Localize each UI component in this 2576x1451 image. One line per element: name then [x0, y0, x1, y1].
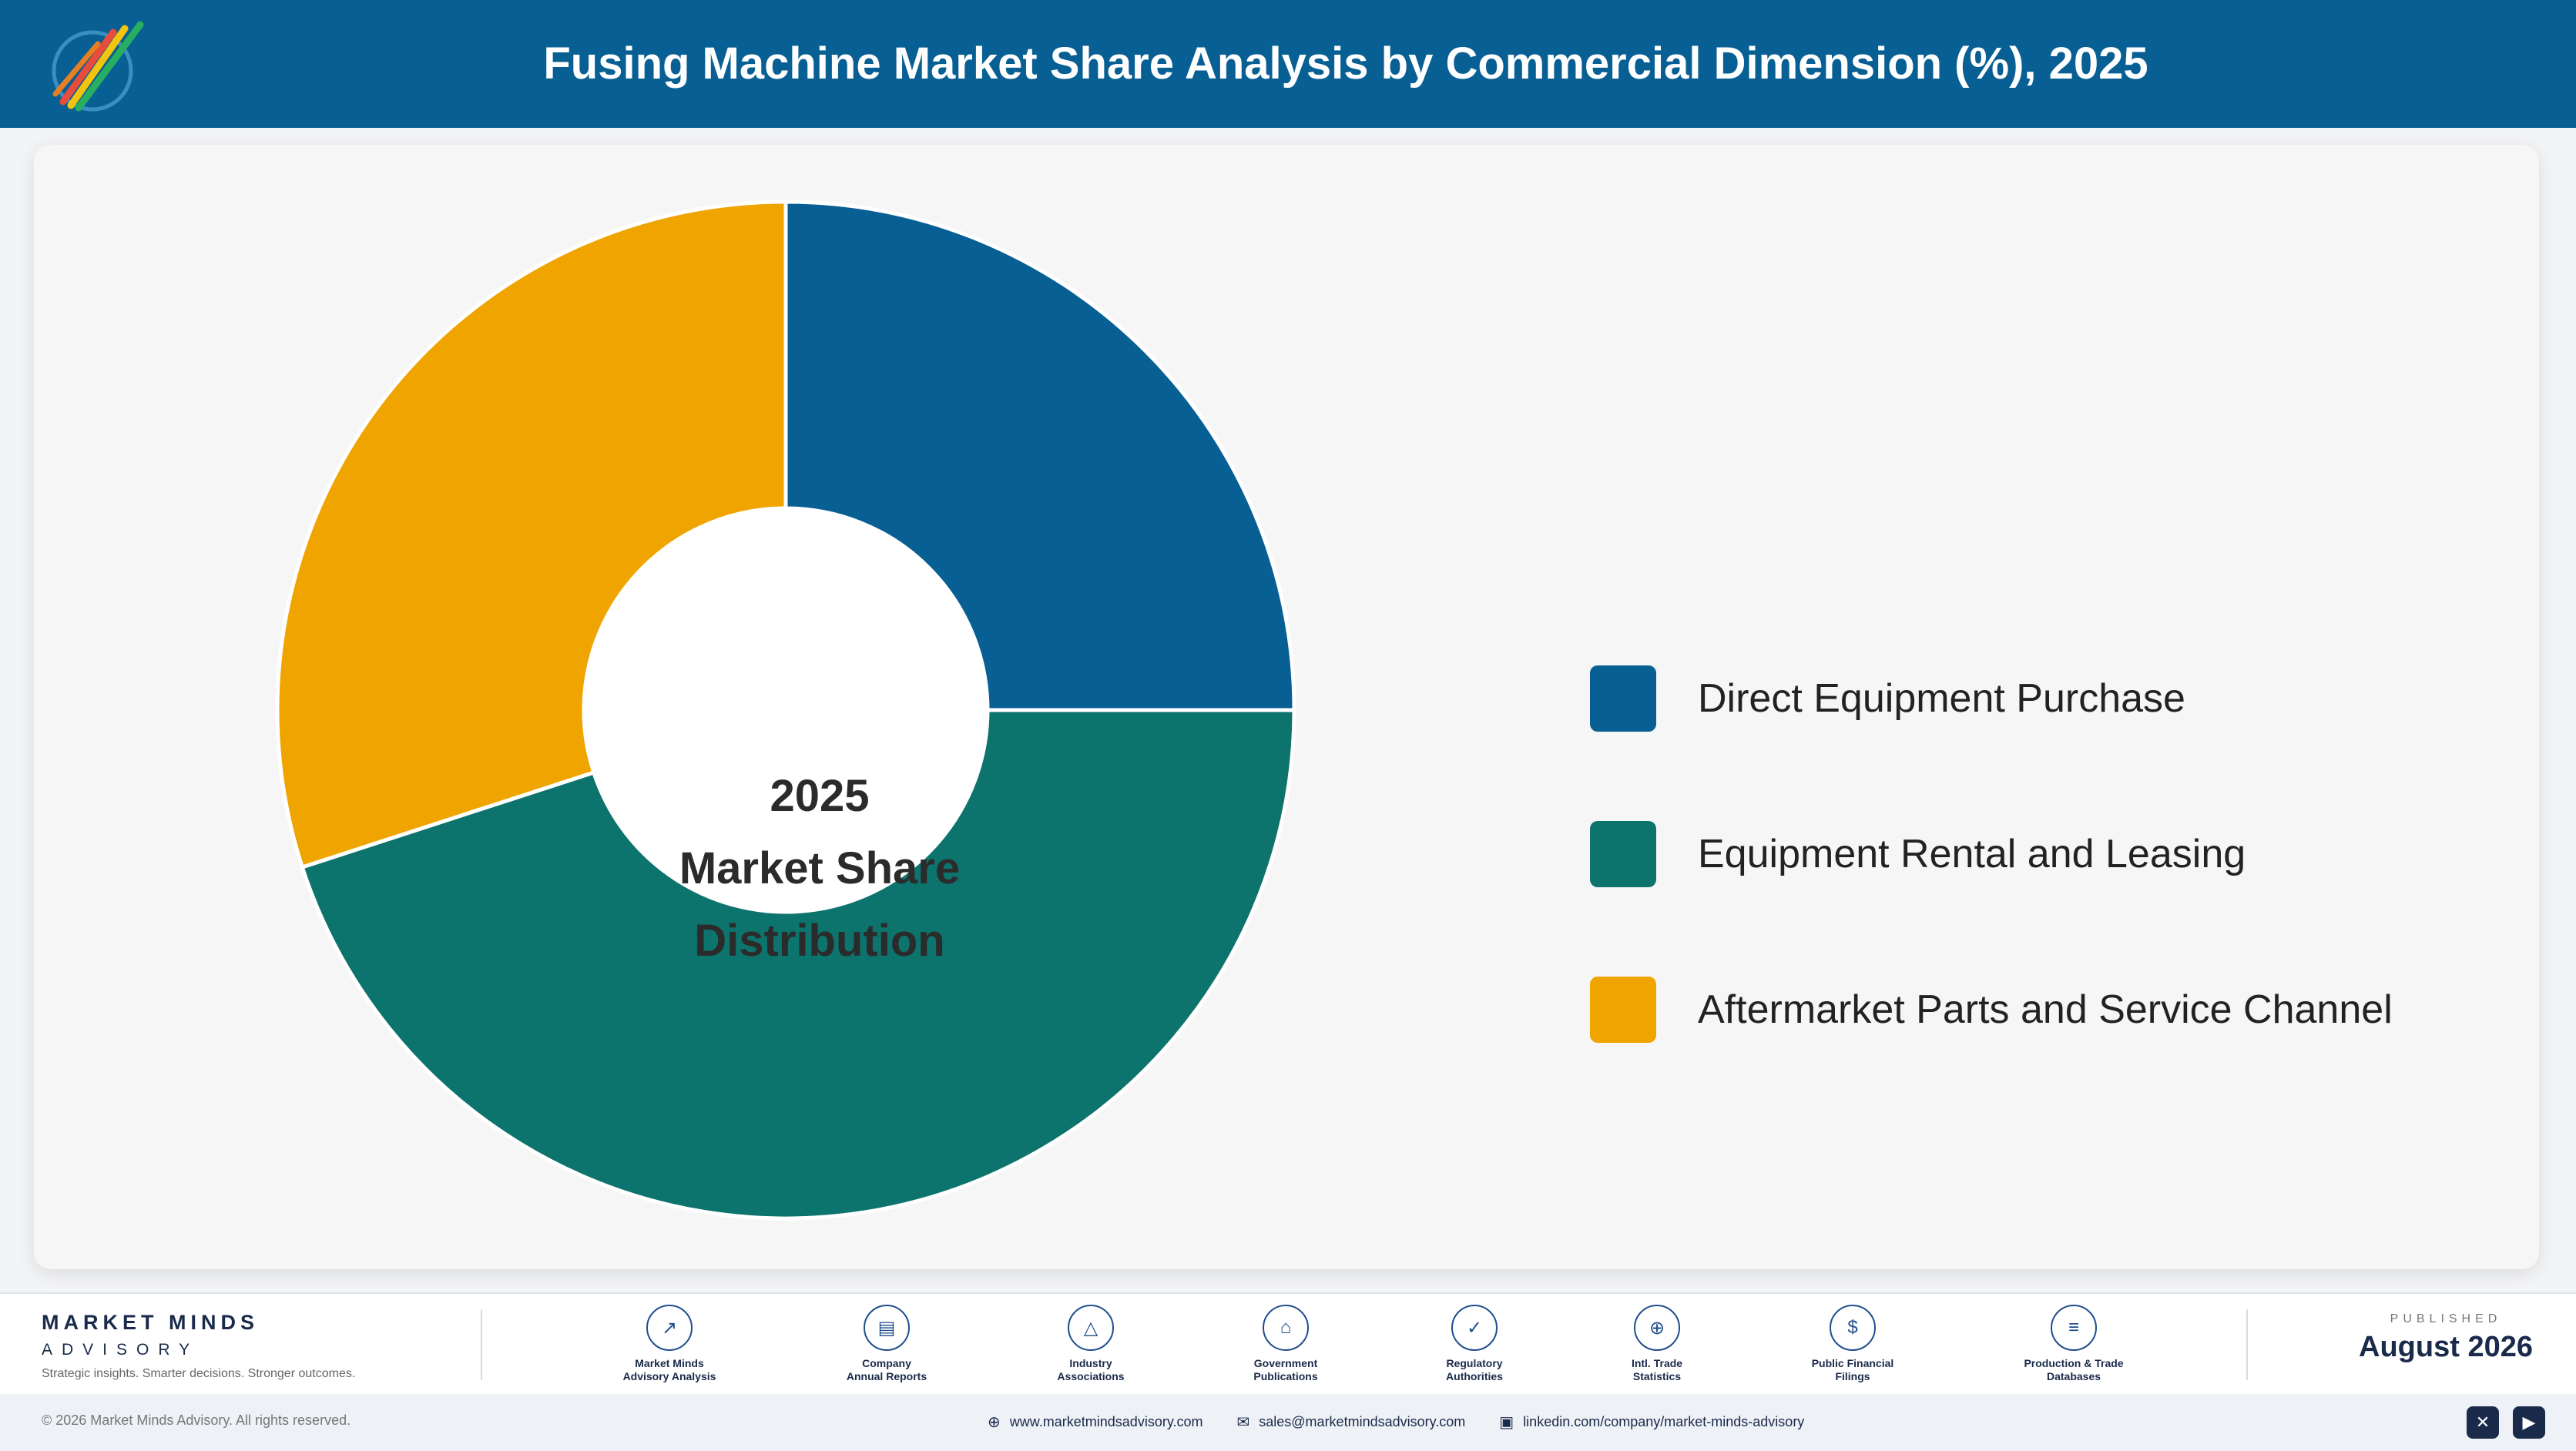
brand-name: MARKET MINDS	[42, 1311, 259, 1334]
website-text: www.marketmindsadvisory.com	[1009, 1414, 1203, 1429]
divider	[2246, 1309, 2248, 1380]
shield-icon: ✓	[1451, 1305, 1498, 1351]
document-icon: ▤	[864, 1305, 910, 1351]
donut-chart	[275, 199, 1296, 1221]
source-label: Public Financial Filings	[1811, 1357, 1894, 1382]
source-item: ↗ Market Minds Advisory Analysis	[577, 1305, 762, 1383]
donut-hole	[584, 508, 988, 912]
brand-tagline: Strategic insights. Smarter decisions. S…	[42, 1367, 356, 1380]
contact-links: ⊕ www.marketmindsadvisory.com ✉ sales@mark…	[988, 1412, 1804, 1432]
source-label: Intl. Trade Statistics	[1631, 1357, 1683, 1382]
legend-swatch	[1590, 665, 1656, 732]
legend-label: Direct Equipment Purchase	[1698, 676, 2185, 721]
company-logo	[52, 21, 144, 112]
source-item: ✓ Regulatory Authorities	[1382, 1305, 1567, 1383]
center-label-line: Distribution	[694, 916, 945, 966]
chart-legend: Direct Equipment Purchase Equipment Rent…	[1590, 665, 2393, 1132]
center-label-line: Market Share	[679, 843, 961, 893]
donut-slice	[275, 199, 788, 870]
copyright-text: © 2026 Market Minds Advisory. All rights…	[42, 1412, 351, 1428]
published-date: August 2026	[2359, 1331, 2533, 1363]
brand-subtitle: ADVISORY	[42, 1341, 200, 1359]
source-item: △ Industry Associations	[998, 1305, 1183, 1383]
legend-swatch	[1590, 821, 1656, 887]
social-links: ✕ ▶	[2467, 1406, 2545, 1439]
center-label-line: 2025	[770, 771, 870, 821]
legend-label: Equipment Rental and Leasing	[1698, 832, 2246, 876]
database-icon: ≡	[2051, 1305, 2097, 1351]
source-item: ⌂ Government Publications	[1193, 1305, 1378, 1383]
globe-icon: ⊕	[1634, 1305, 1680, 1351]
donut-center-label: 2025 Market Share Distribution	[619, 753, 1020, 984]
legend-item: Direct Equipment Purchase	[1590, 665, 2393, 732]
source-label: Company Annual Reports	[846, 1357, 927, 1382]
source-label: Production & Trade Databases	[2024, 1357, 2124, 1382]
footer-bottom-bar: © 2026 Market Minds Advisory. All rights…	[0, 1394, 2576, 1451]
chart-line-icon: ↗	[646, 1305, 693, 1351]
source-item: ▤ Company Annual Reports	[794, 1305, 979, 1383]
network-icon: △	[1068, 1305, 1114, 1351]
email-link[interactable]: ✉ sales@marketmindsadvisory.com	[1237, 1412, 1466, 1432]
footer-brand: MARKET MINDS ADVISORY Strategic insights…	[42, 1311, 355, 1381]
dollar-icon: $	[1830, 1305, 1876, 1351]
legend-swatch	[1590, 977, 1656, 1043]
source-item: ⊕ Intl. Trade Statistics	[1565, 1305, 1749, 1383]
source-label: Market Minds Advisory Analysis	[622, 1357, 716, 1382]
linkedin-text: linkedin.com/company/market-minds-adviso…	[1523, 1414, 1805, 1429]
header-bar: Fusing Machine Market Share Analysis by …	[0, 0, 2576, 128]
youtube-icon[interactable]: ▶	[2513, 1406, 2545, 1439]
source-label: Government Publications	[1253, 1357, 1318, 1382]
source-label: Regulatory Authorities	[1446, 1357, 1503, 1382]
divider	[481, 1309, 482, 1380]
linkedin-icon: ▣	[1499, 1414, 1514, 1431]
x-icon[interactable]: ✕	[2467, 1406, 2499, 1439]
source-label: Industry Associations	[1057, 1357, 1125, 1382]
globe-icon: ⊕	[988, 1414, 1001, 1431]
source-item: $ Public Financial Filings	[1760, 1305, 1945, 1383]
bank-icon: ⌂	[1263, 1305, 1309, 1351]
legend-item: Equipment Rental and Leasing	[1590, 821, 2393, 887]
email-text: sales@marketmindsadvisory.com	[1259, 1414, 1466, 1429]
published-block: PUBLISHED August 2026	[2357, 1312, 2534, 1364]
page-title: Fusing Machine Market Share Analysis by …	[543, 39, 2148, 89]
linkedin-link[interactable]: ▣ linkedin.com/company/market-minds-advis…	[1499, 1412, 1804, 1432]
website-link[interactable]: ⊕ www.marketmindsadvisory.com	[988, 1412, 1203, 1432]
footer: MARKET MINDS ADVISORY Strategic insights…	[0, 1292, 2576, 1451]
chart-card: 2025 Market Share Distribution Direct Eq…	[34, 145, 2539, 1269]
legend-label: Aftermarket Parts and Service Channel	[1698, 987, 2393, 1032]
source-item: ≡ Production & Trade Databases	[1981, 1305, 2166, 1383]
published-label: PUBLISHED	[2390, 1312, 2502, 1325]
mail-icon: ✉	[1236, 1414, 1250, 1431]
legend-item: Aftermarket Parts and Service Channel	[1590, 977, 2393, 1043]
